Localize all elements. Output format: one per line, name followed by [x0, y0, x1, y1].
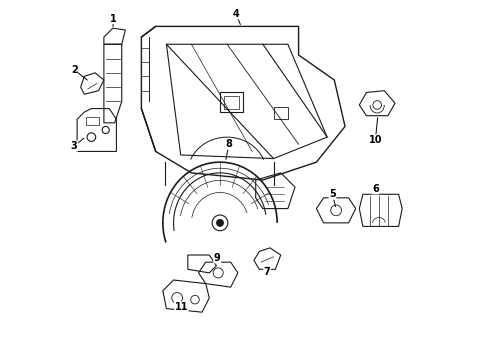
Text: 3: 3 [71, 141, 77, 151]
Text: 8: 8 [225, 139, 232, 149]
Text: 2: 2 [71, 65, 77, 75]
Text: 5: 5 [329, 189, 336, 199]
Text: 7: 7 [264, 267, 270, 277]
Text: 9: 9 [214, 253, 220, 263]
Text: 1: 1 [110, 14, 117, 23]
Circle shape [217, 219, 223, 226]
Text: 4: 4 [233, 9, 240, 19]
Text: 10: 10 [368, 135, 382, 145]
Text: 6: 6 [372, 184, 379, 194]
Text: 11: 11 [174, 302, 188, 312]
